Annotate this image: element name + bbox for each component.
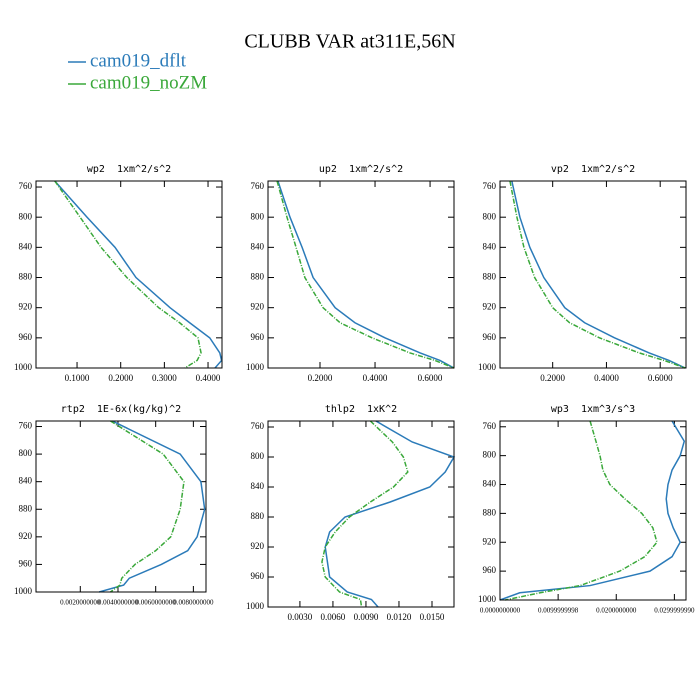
y-tick-label: 800 — [483, 450, 497, 460]
x-tick-label: 0.1000 — [65, 373, 90, 383]
x-tick-label: 0.0299999990 — [654, 607, 695, 615]
y-tick-label: 840 — [19, 476, 33, 486]
x-tick-label: 0.6000 — [648, 373, 673, 383]
y-tick-label: 800 — [19, 448, 33, 458]
panel-title: wp3 1xm^3/s^3 — [551, 404, 635, 415]
y-tick-label: 760 — [483, 421, 497, 431]
profile-line — [511, 180, 686, 369]
y-tick-label: 920 — [251, 541, 265, 551]
y-tick-label: 800 — [483, 211, 497, 221]
y-tick-label: 1000 — [14, 362, 33, 372]
x-tick-label: 0.0080000000 — [173, 599, 214, 607]
profile-line — [54, 180, 223, 369]
panel-title: thlp2 1xK^2 — [325, 404, 397, 415]
x-tick-label: 0.0120 — [387, 612, 412, 622]
plot-frame — [35, 180, 223, 369]
y-tick-label: 840 — [483, 241, 497, 251]
x-tick-label: 0.0020000000 — [60, 599, 101, 607]
profile-line — [321, 420, 409, 608]
y-tick-label: 760 — [19, 181, 33, 191]
y-tick-label: 1000 — [478, 594, 497, 604]
y-tick-label: 840 — [251, 241, 265, 251]
legend-label: cam019_dflt — [90, 50, 187, 71]
y-tick-label: 760 — [19, 421, 33, 431]
plot-frame — [499, 420, 687, 601]
x-tick-label: 0.4000 — [594, 373, 619, 383]
plot-frame — [499, 180, 687, 369]
y-tick-label: 880 — [483, 507, 497, 517]
y-tick-label: 920 — [251, 302, 265, 312]
x-tick-label: 0.4000 — [196, 373, 221, 383]
x-tick-label: 0.3000 — [152, 373, 177, 383]
y-tick-label: 920 — [19, 531, 33, 541]
panel-title: rtp2 1E-6x(kg/kg)^2 — [61, 404, 181, 415]
y-tick-label: 760 — [251, 421, 265, 431]
y-tick-label: 840 — [19, 241, 33, 251]
y-tick-label: 960 — [19, 558, 33, 568]
plot-frame — [267, 420, 455, 608]
profile-line — [277, 180, 455, 369]
y-tick-label: 960 — [483, 565, 497, 575]
panel-title: vp2 1xm^2/s^2 — [551, 164, 635, 175]
x-tick-label: 0.0200000000 — [596, 607, 637, 615]
profile-line — [505, 420, 658, 601]
y-tick-label: 1000 — [478, 362, 497, 372]
panel-title: up2 1xm^2/s^2 — [319, 164, 403, 175]
x-tick-label: 0.0060000000 — [136, 599, 177, 607]
x-tick-label: 0.2000 — [540, 373, 565, 383]
profile-line — [324, 420, 456, 608]
y-tick-label: 880 — [251, 272, 265, 282]
x-tick-label: 0.0060 — [321, 612, 346, 622]
x-tick-label: 0.4000 — [363, 373, 388, 383]
x-tick-label: 0.2000 — [308, 373, 333, 383]
y-tick-label: 800 — [19, 211, 33, 221]
figure-title: CLUBB VAR at311E,56N — [244, 31, 455, 53]
x-tick-label: 0.0099999998 — [538, 607, 579, 615]
y-tick-label: 1000 — [14, 586, 33, 596]
y-tick-label: 800 — [251, 211, 265, 221]
y-tick-label: 880 — [251, 511, 265, 521]
y-tick-label: 760 — [483, 181, 497, 191]
x-tick-label: 0.6000 — [418, 373, 443, 383]
y-tick-label: 920 — [19, 302, 33, 312]
x-tick-label: 0.0030 — [288, 612, 313, 622]
profile-line — [509, 180, 686, 369]
y-tick-label: 960 — [251, 571, 265, 581]
y-tick-label: 960 — [251, 332, 265, 342]
x-tick-label: 0.0090 — [354, 612, 379, 622]
plot-frame — [267, 180, 455, 369]
y-tick-label: 840 — [483, 479, 497, 489]
legend-label: cam019_noZM — [90, 72, 207, 93]
y-tick-label: 880 — [483, 272, 497, 282]
y-tick-label: 880 — [19, 503, 33, 513]
panel-title: wp2 1xm^2/s^2 — [87, 164, 171, 175]
x-tick-label: 0.0040000000 — [98, 599, 139, 607]
profile-line — [98, 420, 206, 593]
y-tick-label: 1000 — [246, 362, 265, 372]
x-tick-label: 0.2000 — [108, 373, 133, 383]
y-tick-label: 760 — [251, 181, 265, 191]
y-tick-label: 920 — [483, 536, 497, 546]
x-tick-label: 0.0150 — [420, 612, 445, 622]
profile-line — [110, 420, 185, 593]
y-tick-label: 840 — [251, 481, 265, 491]
x-tick-label: 0.0000000000 — [480, 607, 521, 615]
profile-line — [276, 180, 455, 369]
y-tick-label: 960 — [483, 332, 497, 342]
y-tick-label: 880 — [19, 272, 33, 282]
y-tick-label: 960 — [19, 332, 33, 342]
y-tick-label: 800 — [251, 451, 265, 461]
y-tick-label: 1000 — [246, 601, 265, 611]
plot-frame — [35, 420, 207, 593]
profile-line — [499, 420, 686, 601]
y-tick-label: 920 — [483, 302, 497, 312]
